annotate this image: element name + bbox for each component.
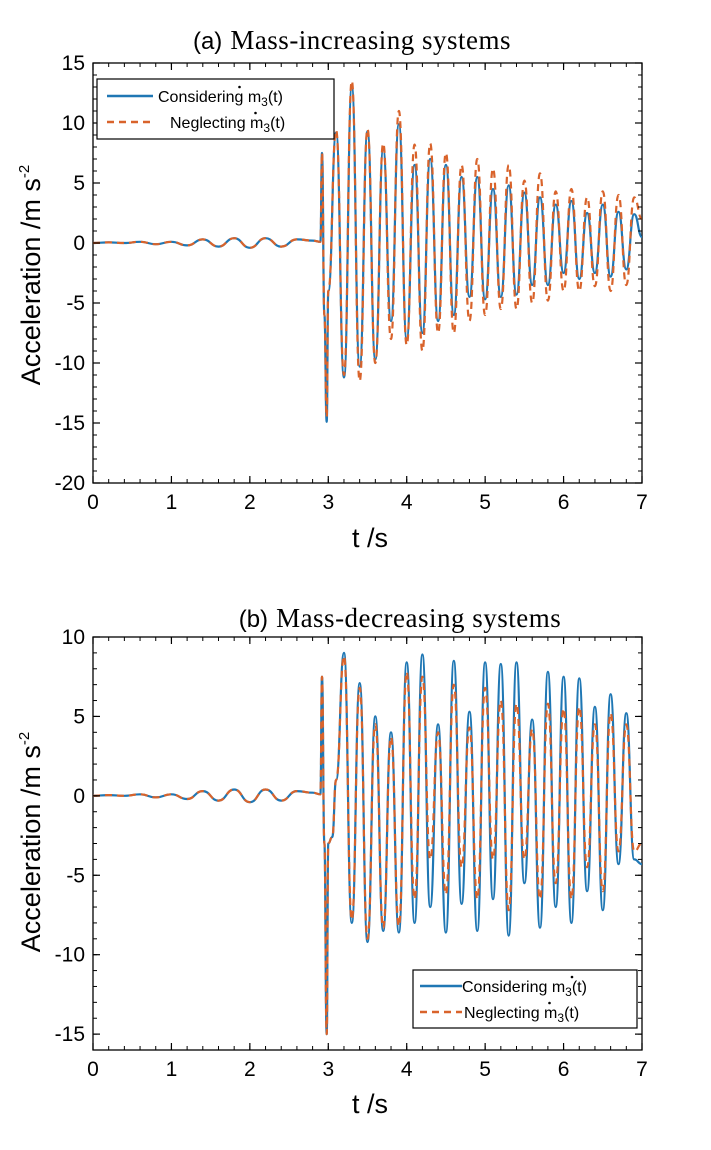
panel-b-xtick-label: 2 <box>244 1058 256 1081</box>
panel-a-ytick-label: 10 <box>62 112 85 135</box>
panel-a-xtick-label: 3 <box>322 491 334 514</box>
legend-suffix: (t) <box>564 1005 579 1022</box>
legend-sub: 3 <box>261 95 268 109</box>
panel-a-ylabel-text: Acceleration /m s <box>16 178 46 385</box>
panel-b-xtick-label: 5 <box>479 1058 491 1081</box>
legend-m: m <box>544 1005 557 1022</box>
panel-a-ytick-label: -10 <box>55 352 85 375</box>
panel-a-xtick-label: 7 <box>636 491 648 514</box>
legend-prefix: Considering <box>158 89 248 106</box>
panel-b-ytick-label: -15 <box>55 1023 85 1046</box>
legend-prefix: Considering <box>462 979 552 996</box>
panel-b-ytick-label: 5 <box>73 705 85 728</box>
panel-a-legend-label-considering: Considering m3(t) <box>158 89 283 109</box>
panel-b-xtick-label: 4 <box>401 1058 413 1081</box>
panel-a-title: (a) Mass-increasing systems <box>193 25 511 55</box>
panel-a-ylabel-sup: -2 <box>16 165 33 178</box>
legend-m: m <box>248 89 261 106</box>
legend-suffix: (t) <box>270 115 285 132</box>
panel-a-ytick-label: -5 <box>66 292 85 315</box>
panel-a-ytick-label: 15 <box>62 52 85 75</box>
legend-m: m <box>250 115 263 132</box>
legend-suffix: (t) <box>572 979 587 996</box>
panel-a-label: (a) <box>193 28 222 55</box>
panel-a-axes-box <box>92 62 643 484</box>
panel-a-ytick-label: 0 <box>73 232 85 255</box>
panel-b-xtick-label: 3 <box>322 1058 334 1081</box>
panel-b-xtick-label: 1 <box>166 1058 178 1081</box>
panel-b-ytick-label: -10 <box>55 944 85 967</box>
panel-a-ytick-label: 5 <box>73 172 85 195</box>
panel-a-legend-dot-considering <box>238 85 241 89</box>
legend-sub: 3 <box>557 1011 564 1025</box>
panel-a-series-neglecting <box>92 79 643 419</box>
panel-a-xtick-label: 0 <box>87 491 99 514</box>
legend-m: m <box>552 979 565 996</box>
panel-b-xtick-label: 7 <box>636 1058 648 1081</box>
panel-b-legend-dot-neglecting <box>548 1001 551 1005</box>
panel-b-legend-label-considering: Considering m3(t) <box>462 979 587 999</box>
panel-b-xtick-label: 6 <box>558 1058 570 1081</box>
panel-a-xlabel: t /s <box>352 523 388 553</box>
panel-b-legend-label-neglecting: Neglecting m3(t) <box>464 1005 579 1025</box>
panel-a-xtick-label: 2 <box>244 491 256 514</box>
panel-b-legend: Considering m3(t) Neglecting m3(t) <box>412 969 638 1029</box>
panel-b-xlabel: t /s <box>352 1089 388 1119</box>
panel-a-xtick-label: 5 <box>479 491 491 514</box>
panel-a-xtick-label: 1 <box>166 491 178 514</box>
panel-b-ylabel-text: Acceleration /m s <box>16 745 46 952</box>
panel-b-ytick-label: 0 <box>73 785 85 808</box>
panel-a-series <box>92 79 644 423</box>
panel-b-ylabel: Acceleration /m s-2 <box>16 732 46 952</box>
panel-b-ytick-label: -5 <box>66 864 85 887</box>
panel-a-xtick-label: 4 <box>401 491 413 514</box>
panel-b-label: (b) <box>239 606 268 633</box>
panel-b-ytick-label: 10 <box>62 626 85 649</box>
panel-a-xtick-label: 6 <box>558 491 570 514</box>
panel-a-ylabel: Acceleration /m s-2 <box>16 165 46 385</box>
panel-a: (a) Mass-increasing systems 0 1 2 3 4 5 6 7 15 10… <box>16 25 648 553</box>
panel-a-ytick-label: -15 <box>55 412 85 435</box>
panel-b-series <box>92 651 643 1036</box>
panel-b-title: (b) Mass-decreasing systems <box>239 603 562 633</box>
panel-a-legend-label-neglecting: Neglecting m3(t) <box>170 115 285 135</box>
panel-b-ylabel-sup: -2 <box>16 732 33 745</box>
legend-sub: 3 <box>565 985 572 999</box>
panel-a-legend-box <box>96 78 335 140</box>
legend-suffix: (t) <box>268 89 283 106</box>
panel-b: (b) Mass-decreasing systems 0 1 2 3 4 5 6 71050… <box>16 603 648 1119</box>
panel-a-title-text: Mass-increasing systems <box>230 25 511 55</box>
panel-a-legend-dot-neglecting <box>254 111 257 115</box>
legend-prefix: Neglecting <box>170 115 250 132</box>
panel-a-ytick-label: -20 <box>55 472 85 495</box>
legend-sub: 3 <box>263 121 270 135</box>
panel-a-legend: Considering m3(t) Neglecting m3(t) <box>96 78 335 140</box>
panel-b-ticks: 0 1 2 3 4 5 6 7 10 5 0 -5 -10 -15 <box>55 626 648 1081</box>
panel-a-ticks: 0 1 2 3 4 5 6 7 15 10 5 0 -5 -10 -15 -20 <box>55 52 648 514</box>
panel-b-xtick-label: 0 <box>87 1058 99 1081</box>
legend-prefix: Neglecting <box>464 1005 544 1022</box>
panel-b-legend-dot-considering <box>570 975 574 979</box>
panel-b-title-text: Mass-decreasing systems <box>276 603 561 633</box>
panel-b-series-neglecting <box>92 655 643 1036</box>
panel-b-legend-box <box>412 969 638 1029</box>
